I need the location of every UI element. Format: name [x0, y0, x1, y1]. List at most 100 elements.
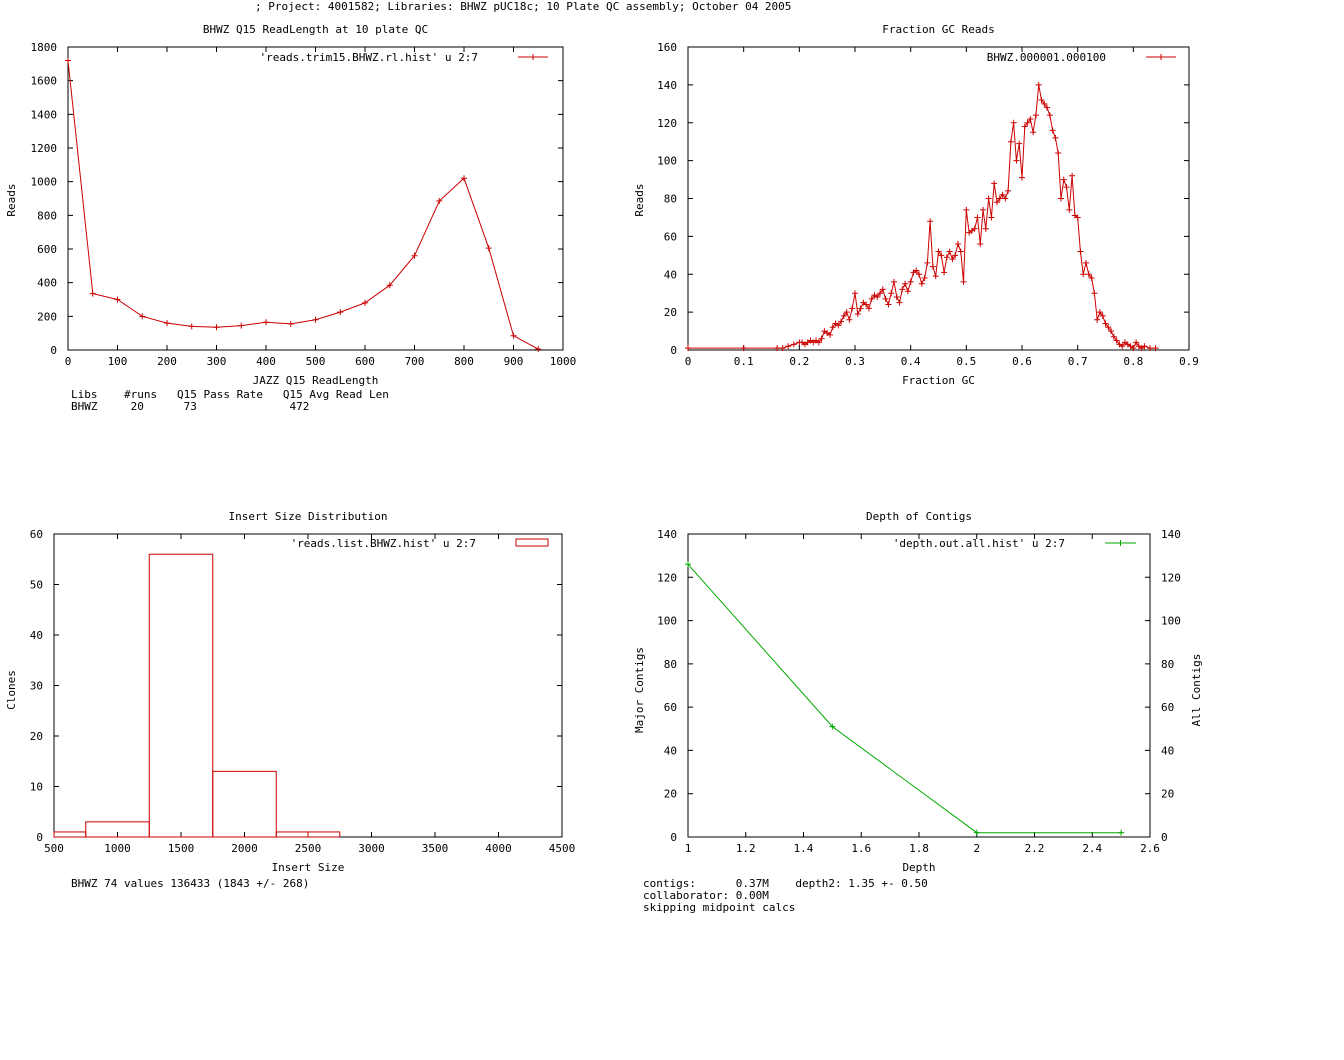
chart1-point-104	[1069, 172, 1076, 179]
chart1-point-93	[1038, 97, 1045, 104]
chart1-point-73	[982, 225, 989, 232]
chart1-point-63	[954, 240, 961, 247]
chart0-x-axis-label: JAZZ Q15 ReadLength	[253, 374, 379, 387]
chart0-x-tick-label-8: 800	[454, 355, 474, 368]
chart1-point-52	[924, 259, 931, 266]
chart1-point-96	[1046, 112, 1053, 119]
chart0-y-tick-label-8: 1600	[31, 75, 58, 88]
chart1-point-84	[1013, 157, 1020, 164]
chart1-point-79	[999, 191, 1006, 198]
chart1-x-tick-label-4: 0.4	[901, 355, 921, 368]
chart1-point-76	[991, 180, 998, 187]
chart1-point-28	[857, 305, 864, 312]
chart1-point-120	[1113, 337, 1120, 344]
chart0-y-tick-label-5: 1000	[31, 176, 58, 189]
chart0-point-7	[238, 322, 245, 329]
chart1-point-111	[1088, 275, 1095, 282]
chart3-point-0	[685, 561, 691, 568]
chart1-y-tick-label-2: 40	[664, 268, 677, 281]
chart2-y-tick-label-0: 0	[36, 831, 43, 844]
chart1-point-81	[1005, 187, 1012, 194]
chart1-point-4	[785, 343, 792, 350]
chart1-y-tick-label-5: 100	[657, 155, 677, 168]
chart1-point-17	[826, 331, 833, 338]
chart0-point-0	[65, 57, 71, 64]
chart1-point-66	[963, 206, 970, 213]
chart3-point-1	[829, 723, 836, 730]
chart3-y-tick-label-3: 60	[664, 701, 677, 714]
chart0-x-tick-label-2: 200	[157, 355, 177, 368]
chart0-x-tick-label-4: 400	[256, 355, 276, 368]
chart2-y-tick-label-1: 10	[30, 781, 43, 794]
chart2-title: Insert Size Distribution	[229, 510, 388, 523]
chart1-point-62	[952, 252, 959, 259]
chart2-bar-5	[307, 831, 341, 838]
chart3-x-tick-label-3: 1.6	[851, 842, 871, 855]
chart1-point-69	[971, 225, 978, 232]
chart1-group: Fraction GC Reads Fraction GC Reads 0 0.1 0.2…	[633, 23, 1199, 387]
chart0-point-5	[188, 323, 195, 330]
chart1-point-26	[852, 290, 858, 297]
chart1-point-75	[988, 214, 995, 221]
chart1-point-95	[1044, 104, 1051, 111]
chart3-x-tick-label-8: 2.6	[1140, 842, 1160, 855]
chart1-point-91	[1032, 112, 1039, 119]
chart1-point-30	[863, 301, 870, 308]
chart1-point-88	[1024, 119, 1031, 126]
chart1-point-40	[890, 278, 897, 285]
chart0-title: BHWZ Q15 ReadLength at 10 plate QC	[203, 23, 428, 36]
chart0-point-17	[485, 245, 492, 252]
chart2-x-tick-label-4: 2500	[295, 842, 322, 855]
chart1-point-39	[888, 290, 895, 297]
chart0-y-tick-label-1: 200	[37, 310, 57, 323]
chart3-y2-tick-label-4: 80	[1161, 658, 1174, 671]
chart2-group: Insert Size Distribution Insert Size Clone…	[5, 510, 575, 890]
chart1-point-103	[1066, 206, 1073, 213]
chart0-x-tick-label-7: 700	[405, 355, 425, 368]
chart1-point-77	[993, 199, 1000, 206]
chart1-point-114	[1096, 309, 1103, 316]
chart1-series-line-0	[688, 84, 1156, 349]
chart1-plot-frame	[687, 46, 1190, 351]
chart1-point-59	[943, 254, 950, 261]
chart0-series-line-0	[67, 60, 539, 350]
chart1-x-tick-label-9: 0.9	[1179, 355, 1199, 368]
chart1-point-89	[1027, 115, 1034, 122]
chart2-legend-label-0: 'reads.list.BHWZ.hist' u 2:7	[291, 537, 476, 550]
chart1-point-110	[1085, 271, 1092, 278]
chart1-point-44	[902, 280, 909, 287]
chart0-y-tick-label-4: 800	[37, 209, 57, 222]
chart3-y-tick-label-5: 100	[657, 615, 677, 628]
chart1-title: Fraction GC Reads	[882, 23, 995, 36]
chart1-point-36	[879, 286, 886, 293]
chart0-plot-frame	[67, 46, 564, 351]
chart1-legend-label-0: BHWZ.000001.000100	[987, 51, 1106, 64]
chart0-point-6	[213, 324, 220, 331]
chart2-legend-swatch-0	[515, 538, 549, 547]
chart0-legend-label-0: 'reads.trim15.BHWZ.rl.hist' u 2:7	[259, 51, 478, 64]
chart0-x-tick-label-1: 100	[108, 355, 128, 368]
chart0-x-tick-label-0: 0	[65, 355, 72, 368]
chart3-y-axis-label: Major Contigs	[633, 647, 646, 733]
chart3-group: Depth of Contigs Depth Major Contigs All Co…	[633, 510, 1203, 914]
chart2-plot-frame	[53, 533, 563, 838]
chart1-point-87	[1021, 123, 1028, 130]
chart1-y-axis-label: Reads	[633, 183, 646, 216]
chart1-point-78	[996, 195, 1003, 202]
chart1-point-41	[893, 293, 900, 300]
chart1-y-tick-label-7: 140	[657, 79, 677, 92]
chart2-y-tick-label-4: 40	[30, 629, 43, 642]
chart1-point-99	[1055, 150, 1062, 157]
chart1-x-tick-label-5: 0.5	[956, 355, 976, 368]
chart1-point-51	[921, 275, 928, 282]
chart1-point-106	[1074, 214, 1081, 221]
chart1-point-131	[1147, 345, 1154, 352]
chart1-y-tick-label-8: 160	[657, 41, 677, 54]
chart3-y-tick-label-6: 120	[657, 571, 677, 584]
chart1-point-31	[865, 305, 872, 312]
chart3-x-tick-label-4: 1.8	[909, 842, 929, 855]
chart2-bar-0	[53, 831, 87, 838]
chart1-point-70	[974, 214, 981, 221]
chart0-point-18	[510, 332, 517, 339]
chart0-y-tick-label-6: 1200	[31, 142, 58, 155]
